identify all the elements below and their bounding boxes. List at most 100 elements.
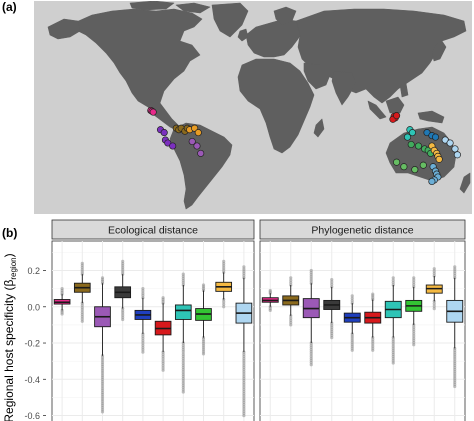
host-specificity-boxplot: Regional host specificity (βregion) 0.20… xyxy=(2,219,466,421)
map-site-point xyxy=(393,158,401,166)
outlier-point xyxy=(412,283,416,287)
outlier-point xyxy=(391,281,395,285)
outlier-point xyxy=(268,308,272,312)
outlier-point xyxy=(222,262,226,266)
world-map xyxy=(34,0,472,214)
outlier-point xyxy=(242,265,246,269)
map-site-point xyxy=(160,129,168,137)
map-site-point xyxy=(393,112,401,120)
outlier-point xyxy=(309,268,313,273)
outlier-point xyxy=(100,371,105,375)
outlier-point xyxy=(371,292,375,296)
outlier-point xyxy=(432,302,436,306)
borneo xyxy=(385,96,405,114)
europe xyxy=(245,18,305,58)
box-group xyxy=(364,292,382,352)
outlier-point xyxy=(181,379,185,383)
outlier-point xyxy=(242,357,246,361)
panel-a-label: (a) xyxy=(2,0,17,14)
outlier-point xyxy=(161,352,165,356)
outlier-point xyxy=(412,276,416,280)
outlier-point xyxy=(100,384,105,388)
box-group xyxy=(405,276,423,347)
outlier-point xyxy=(100,395,105,399)
outlier-point xyxy=(181,359,185,363)
facet-panel: Ecological distance xyxy=(51,219,255,421)
outlier-point xyxy=(330,280,334,284)
outlier-point xyxy=(412,327,416,331)
outlier-point xyxy=(309,345,313,349)
outlier-point xyxy=(242,405,246,409)
outlier-point xyxy=(141,334,145,338)
outlier-point xyxy=(242,392,246,396)
outlier-point xyxy=(201,352,206,356)
outlier-point xyxy=(100,393,105,397)
map-site-point xyxy=(451,145,459,153)
outlier-point xyxy=(432,304,436,308)
outlier-point xyxy=(121,317,125,322)
outlier-point xyxy=(309,350,313,354)
outlier-point xyxy=(161,368,165,372)
outlier-point xyxy=(161,366,165,370)
outlier-point xyxy=(330,285,334,289)
y-tick-label: 0.0 xyxy=(27,302,40,312)
box-group xyxy=(446,265,464,389)
box-group xyxy=(343,294,361,352)
outlier-point xyxy=(350,296,354,300)
box-group xyxy=(73,261,91,323)
outlier-point xyxy=(181,354,185,358)
y-tick-label: -0.6 xyxy=(24,411,40,421)
map-site-point xyxy=(407,140,415,149)
outlier-point xyxy=(242,378,246,383)
outlier-point xyxy=(242,398,246,402)
outlier-point xyxy=(60,287,64,291)
facet-panel: Phylogenetic distance xyxy=(259,219,466,421)
outlier-point xyxy=(453,274,457,278)
outlier-point xyxy=(100,367,105,371)
outlier-point xyxy=(412,280,416,284)
outlier-point xyxy=(222,264,226,268)
outlier-point xyxy=(289,283,293,287)
outlier-point xyxy=(222,300,226,304)
world-map-svg xyxy=(34,0,472,214)
outlier-point xyxy=(161,350,165,354)
outlier-point xyxy=(181,365,185,370)
outlier-point xyxy=(100,388,105,392)
outlier-point xyxy=(350,299,354,303)
map-site-point xyxy=(169,142,177,150)
box-iqr xyxy=(174,304,192,320)
outlier-point xyxy=(100,276,105,280)
outlier-point xyxy=(181,272,185,276)
y-axis-label: Regional host specificity (βregion) xyxy=(2,253,18,421)
outlier-point xyxy=(371,348,375,352)
outlier-point xyxy=(80,315,84,319)
box-group xyxy=(53,287,71,316)
outlier-point xyxy=(141,296,145,300)
box-group xyxy=(235,265,253,418)
map-site-point xyxy=(419,161,427,169)
box-group xyxy=(134,287,152,354)
outlier-point xyxy=(242,389,246,394)
facet-title: Ecological distance xyxy=(108,225,198,237)
outlier-point xyxy=(80,303,84,307)
facet-strip xyxy=(259,219,466,240)
outlier-point xyxy=(242,400,246,404)
outlier-point xyxy=(100,358,105,362)
outlier-point xyxy=(432,307,436,311)
box-group xyxy=(425,267,443,311)
outlier-point xyxy=(453,271,457,275)
map-site-point xyxy=(428,177,436,186)
outlier-point xyxy=(242,372,246,376)
outlier-point xyxy=(242,350,246,354)
outlier-point xyxy=(391,283,395,287)
outlier-point xyxy=(242,354,246,359)
outlier-point xyxy=(242,383,246,387)
outlier-point xyxy=(309,275,313,279)
new-zealand xyxy=(459,172,471,194)
outlier-point xyxy=(181,381,185,385)
box-group xyxy=(323,278,341,340)
new-guinea xyxy=(417,110,445,124)
outlier-point xyxy=(121,315,125,319)
outlier-point xyxy=(330,278,334,282)
map-site-point xyxy=(188,137,196,146)
